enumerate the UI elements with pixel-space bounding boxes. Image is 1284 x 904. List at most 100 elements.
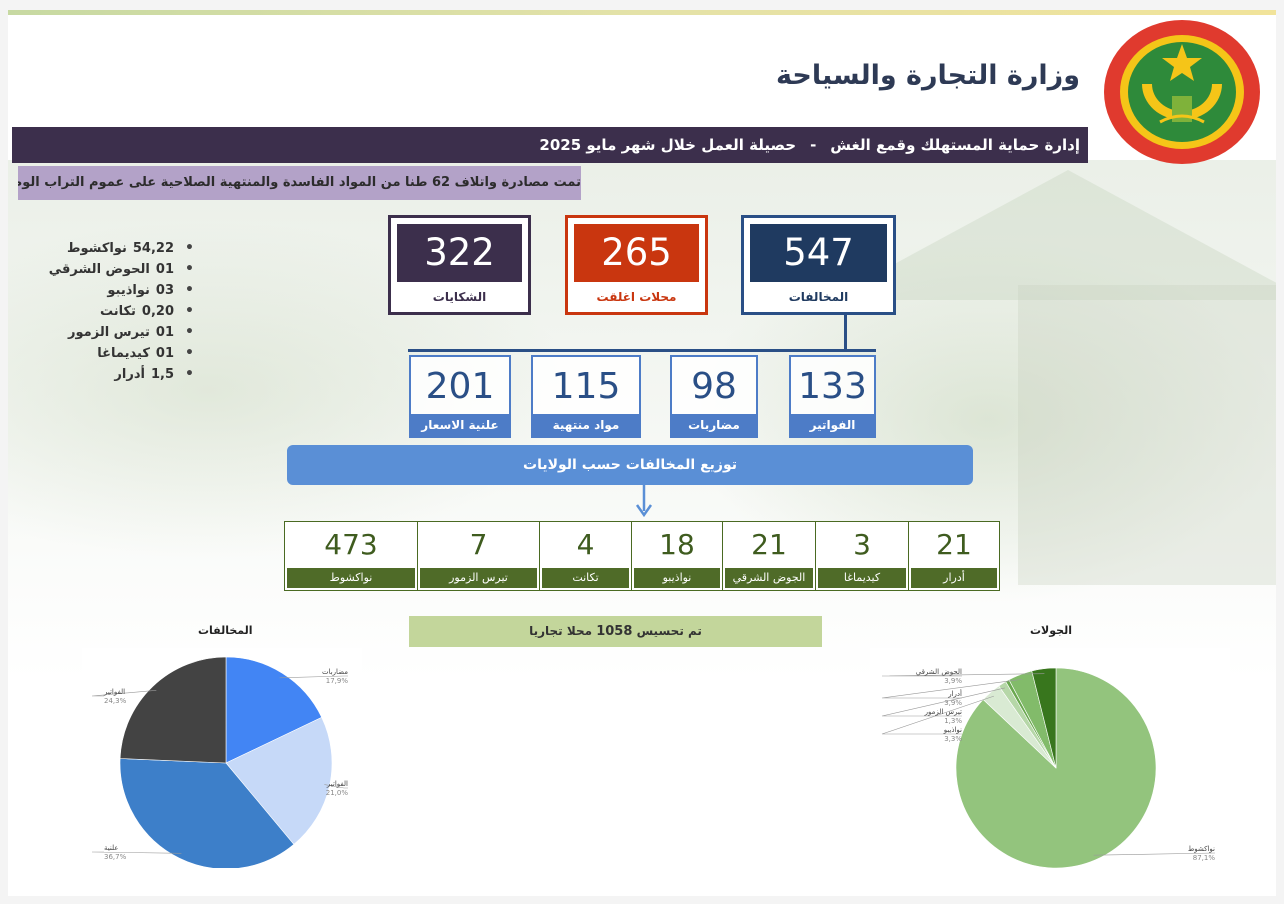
wilaya-value: 4 xyxy=(576,528,595,561)
slice-value: 87,1% xyxy=(1193,854,1216,862)
pie-slice xyxy=(119,656,227,764)
leader-line xyxy=(279,675,348,679)
department-name: إدارة حماية المستهلك وقمع الغش xyxy=(830,136,1080,154)
wilaya-label: تكانت xyxy=(542,568,629,588)
complaints-label: الشكايات xyxy=(395,286,524,308)
inspection-note: تم تحسيس 1058 محلا تجاريا xyxy=(409,616,822,647)
slice-value: 3,9% xyxy=(944,677,962,685)
table-cell: 3 كيديماغا xyxy=(815,522,908,590)
wilaya-value: 21 xyxy=(936,528,972,561)
inspection-prefix: تم تحسيس xyxy=(636,624,702,638)
header-separator: - xyxy=(810,136,817,154)
report-header-bar: إدارة حماية المستهلك وقمع الغش-حصيلة الع… xyxy=(12,127,1088,163)
ministry-title: وزارة التجارة والسياحة xyxy=(775,60,1080,91)
leader-line xyxy=(91,851,182,854)
list-item: 1,5أدرار xyxy=(50,364,200,385)
leader-line xyxy=(881,695,994,735)
closed-shops-value: 265 xyxy=(574,224,699,282)
slice-value: 36,7% xyxy=(104,853,127,861)
table-cell: 18 نواذيبو xyxy=(631,522,722,590)
violation-type-value: 115 xyxy=(551,366,621,407)
slice-label: الفواتير xyxy=(103,688,125,696)
slice-label: الحوض الشرقي xyxy=(916,668,962,676)
slice-label: نواكشوط xyxy=(1188,845,1215,853)
pie-slice xyxy=(225,656,323,764)
leader-line xyxy=(324,784,348,789)
violation-type-box: 115 مواد منتهية xyxy=(531,355,641,438)
slice-value: 1,3% xyxy=(944,717,962,725)
wilaya-value: 18 xyxy=(659,528,695,561)
tours-chart-title: الجولات xyxy=(1030,624,1072,637)
wilaya-label: نواذيبو xyxy=(634,568,720,588)
pie-slice xyxy=(1031,667,1057,769)
list-item: 01كيديماغا xyxy=(50,343,200,364)
complaints-kpi: 322 الشكايات xyxy=(388,215,531,315)
slice-value: 3,3% xyxy=(944,735,962,743)
table-cell: 4 تكانت xyxy=(539,522,631,590)
violation-type-value: 201 xyxy=(425,366,495,407)
violations-value: 547 xyxy=(750,224,887,282)
leader-line xyxy=(881,673,1045,677)
table-cell: 7 تيرس الزمور xyxy=(417,522,539,590)
distribution-banner: توزيع المخالفات حسب الولايات xyxy=(287,445,973,485)
leader-line xyxy=(1093,852,1216,856)
table-cell: 473 نواكشوط xyxy=(285,522,417,590)
wilaya-label: نواكشوط xyxy=(287,568,415,588)
background-block-shape xyxy=(1018,285,1276,585)
connector-vertical xyxy=(844,315,847,351)
wilaya-label: تيرس الزمور xyxy=(420,568,537,588)
list-item: 03نواذيبو xyxy=(50,280,200,301)
tonnage-by-wilaya-list: 54,22نواكشوط 01الحوض الشرقي 03نواذيبو 0,… xyxy=(49,238,200,385)
down-arrow-icon xyxy=(635,485,653,518)
leader-line xyxy=(881,687,1005,717)
slice-label: تيرس الزمور xyxy=(924,708,962,716)
national-emblem-icon xyxy=(1104,20,1260,164)
background-arrow-shape xyxy=(828,170,1276,300)
wilaya-distribution-table: 21 أدرار 3 كيديماغا 21 الجوض الشرقي 18 ن… xyxy=(284,521,1000,591)
violation-type-box: 201 علنية الاسعار xyxy=(409,355,511,438)
slice-label: علنية xyxy=(104,844,118,852)
violations-chart-title: المخالفات xyxy=(198,624,253,637)
list-item: 01تيرس الزمور xyxy=(50,322,200,343)
violations-pie-chart: مضاربات17,9%الفواتير21,0%علنية36,7%الفوا… xyxy=(82,648,362,868)
wilaya-label: أدرار xyxy=(911,568,997,588)
violation-type-label: مواد منتهية xyxy=(533,414,639,436)
slice-label: أدرار xyxy=(947,689,962,698)
violation-type-label: مضاربات xyxy=(672,414,756,436)
top-stripe xyxy=(8,10,1276,15)
list-item: 0,20تكانت xyxy=(50,301,200,322)
slice-label: الفواتير xyxy=(326,780,348,788)
table-cell: 21 الجوض الشرقي xyxy=(722,522,815,590)
violation-type-value: 98 xyxy=(691,366,737,407)
violation-type-box: 98 مضاربات xyxy=(670,355,758,438)
complaints-value: 322 xyxy=(397,224,522,282)
pie-slice xyxy=(119,758,295,868)
report-period: حصيلة العمل خلال شهر مايو 2025 xyxy=(539,136,797,154)
wilaya-value: 21 xyxy=(751,528,787,561)
slice-value: 21,0% xyxy=(326,789,349,797)
table-cell: 21 أدرار xyxy=(908,522,999,590)
slice-value: 17,9% xyxy=(326,677,349,685)
violation-type-value: 133 xyxy=(798,366,867,407)
list-item: 54,22نواكشوط xyxy=(50,238,200,259)
inspection-suffix: محلا تجاريا xyxy=(529,624,593,638)
wilaya-value: 7 xyxy=(469,528,488,561)
wilaya-value: 473 xyxy=(324,528,378,561)
violations-label: المخالفات xyxy=(748,286,889,308)
violation-type-box: 133 الفواتير xyxy=(789,355,876,438)
wilaya-value: 3 xyxy=(853,528,871,561)
slice-value: 3,9% xyxy=(944,699,962,707)
closed-shops-kpi: 265 محلات اغلقت xyxy=(565,215,708,315)
violation-type-label: الفواتير xyxy=(791,414,874,436)
closed-shops-label: محلات اغلقت xyxy=(572,286,701,308)
inspection-count: 1058 xyxy=(596,624,633,639)
slice-label: نواذيبو xyxy=(943,726,962,734)
violation-type-label: علنية الاسعار xyxy=(411,414,509,436)
wilaya-label: الجوض الشرقي xyxy=(725,568,813,588)
report-page: وزارة التجارة والسياحة إدارة حماية المست… xyxy=(8,10,1276,896)
leader-line xyxy=(881,679,1022,699)
slice-value: 24,3% xyxy=(104,697,127,705)
slice-label: مضاربات xyxy=(322,668,348,676)
list-item: 01الحوض الشرقي xyxy=(49,259,200,280)
